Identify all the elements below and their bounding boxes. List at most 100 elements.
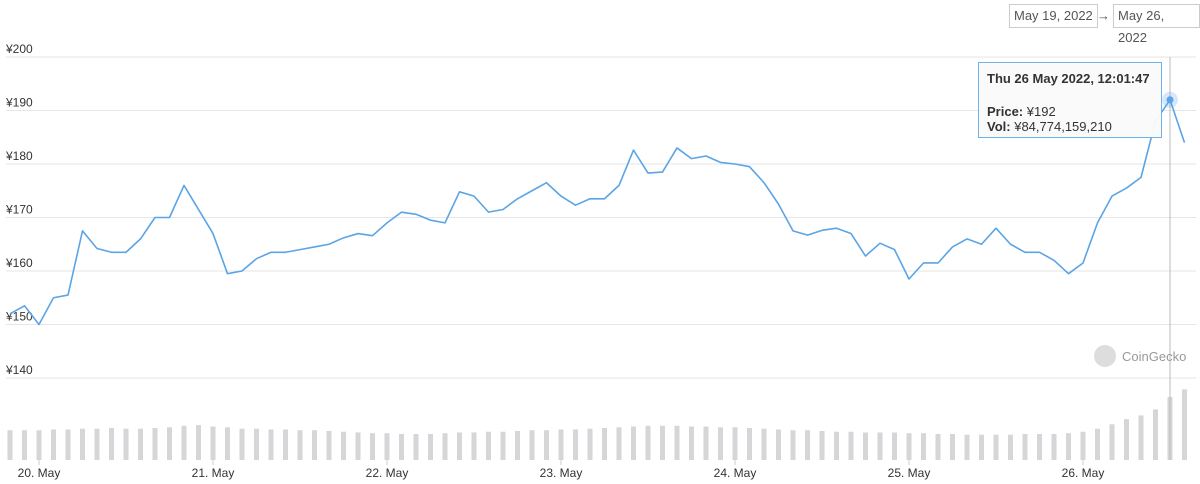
volume-bar — [341, 431, 346, 460]
x-tick-label: 21. May — [192, 466, 235, 480]
volume-bar — [1153, 409, 1158, 460]
volume-bar — [1022, 433, 1028, 460]
x-tick-label: 20. May — [18, 466, 61, 480]
volume-bar — [645, 425, 651, 460]
volume-bar — [935, 433, 941, 460]
volume-bar — [834, 431, 839, 460]
volume-bar — [515, 430, 520, 460]
volume-bar — [1182, 389, 1187, 460]
volume-bar — [471, 432, 477, 460]
volume-bar — [1095, 428, 1100, 460]
volume-bar — [732, 427, 738, 460]
volume-bar — [500, 431, 506, 460]
volume-bar — [80, 428, 85, 460]
y-tick-label: ¥170 — [5, 203, 33, 217]
volume-bar — [631, 426, 636, 460]
volume-bar — [1066, 433, 1071, 460]
volume-bar — [993, 434, 999, 460]
volume-bar — [573, 429, 578, 460]
volume-bar — [1109, 424, 1115, 460]
volume-bar — [602, 428, 607, 460]
volume-bar — [674, 425, 680, 460]
tooltip-price-label: Price: — [987, 104, 1024, 119]
tooltip-date: Thu 26 May 2022, 12:01:47 — [987, 71, 1150, 86]
volume-bar — [94, 428, 100, 460]
volume-bar — [442, 433, 448, 460]
volume-bar — [428, 433, 433, 460]
tooltip-price-row: Price: ¥192 — [987, 104, 1153, 119]
volume-bar — [776, 429, 781, 460]
volume-bar — [544, 430, 549, 460]
volume-bar — [167, 427, 172, 460]
volume-bar — [616, 427, 622, 460]
date-from[interactable]: May 19, 2022 — [1009, 4, 1098, 28]
volume-bar — [486, 431, 491, 460]
volume-bar — [848, 431, 854, 460]
volume-bar — [805, 430, 810, 460]
volume-bar — [703, 426, 709, 460]
arrow: → — [1097, 8, 1110, 23]
tooltip-vol: ¥84,774,159,210 — [1014, 119, 1112, 134]
tooltip-price: ¥192 — [1026, 104, 1056, 119]
volume-bar — [312, 430, 317, 460]
volume-bar — [413, 433, 419, 460]
volume-bar — [689, 426, 694, 460]
y-tick-label: ¥190 — [5, 96, 33, 110]
volume-bar — [355, 432, 361, 460]
volume-bar — [979, 434, 984, 460]
volume-bar — [196, 425, 201, 460]
volume-bar — [587, 428, 593, 460]
volume-bar — [761, 428, 767, 460]
volume-bar — [36, 430, 42, 460]
volume-bar — [1080, 431, 1086, 460]
volume-bar — [254, 428, 259, 460]
volume-bar — [921, 433, 926, 460]
x-tick-label: 22. May — [366, 466, 409, 480]
volume-bar — [51, 429, 56, 460]
tooltip-vol-row: Vol: ¥84,774,159,210 — [987, 119, 1153, 134]
volume-bar — [790, 430, 796, 460]
watermark-text: CoinGecko — [1122, 348, 1187, 364]
volume-bar — [457, 432, 462, 460]
volume-bar — [152, 428, 158, 460]
volume-bar — [22, 430, 27, 460]
volume-bar — [906, 433, 912, 460]
volume-bar — [210, 426, 216, 460]
volume-bar — [1037, 433, 1042, 460]
volume-bar — [225, 427, 230, 460]
y-tick-label: ¥180 — [5, 149, 33, 163]
x-tick-label: 25. May — [888, 466, 931, 480]
volume-bar — [283, 429, 288, 460]
watermark-logo — [1094, 345, 1116, 367]
volume-bar — [65, 429, 71, 460]
x-tick-label: 23. May — [540, 466, 583, 480]
y-tick-label: ¥160 — [5, 256, 33, 270]
volume-bar — [892, 432, 897, 460]
volume-bar — [964, 434, 970, 460]
volume-bar — [558, 429, 564, 460]
watermark: CoinGecko — [1094, 345, 1186, 367]
volume-bar — [863, 432, 868, 460]
volume-bar — [1124, 419, 1129, 460]
volume-bar — [109, 428, 114, 460]
volume-bar — [529, 430, 535, 460]
volume-bar — [268, 429, 274, 460]
volume-bar — [326, 430, 332, 460]
volume-bar — [747, 428, 752, 460]
volume-bar — [819, 430, 825, 460]
volume-bar — [718, 427, 723, 460]
y-tick-label: ¥140 — [5, 363, 33, 377]
volume-bar — [384, 433, 390, 460]
volume-bar — [123, 428, 129, 460]
tooltip-vol-label: Vol: — [987, 119, 1011, 134]
volume-bar — [7, 430, 13, 460]
y-tick-label: ¥200 — [5, 42, 33, 56]
price-line — [9, 99, 1186, 326]
volume-bar — [950, 433, 955, 460]
volume-bar — [1138, 415, 1144, 460]
highlight-point — [1166, 96, 1174, 104]
volume-bar — [138, 428, 143, 460]
volume-bar — [660, 425, 665, 460]
